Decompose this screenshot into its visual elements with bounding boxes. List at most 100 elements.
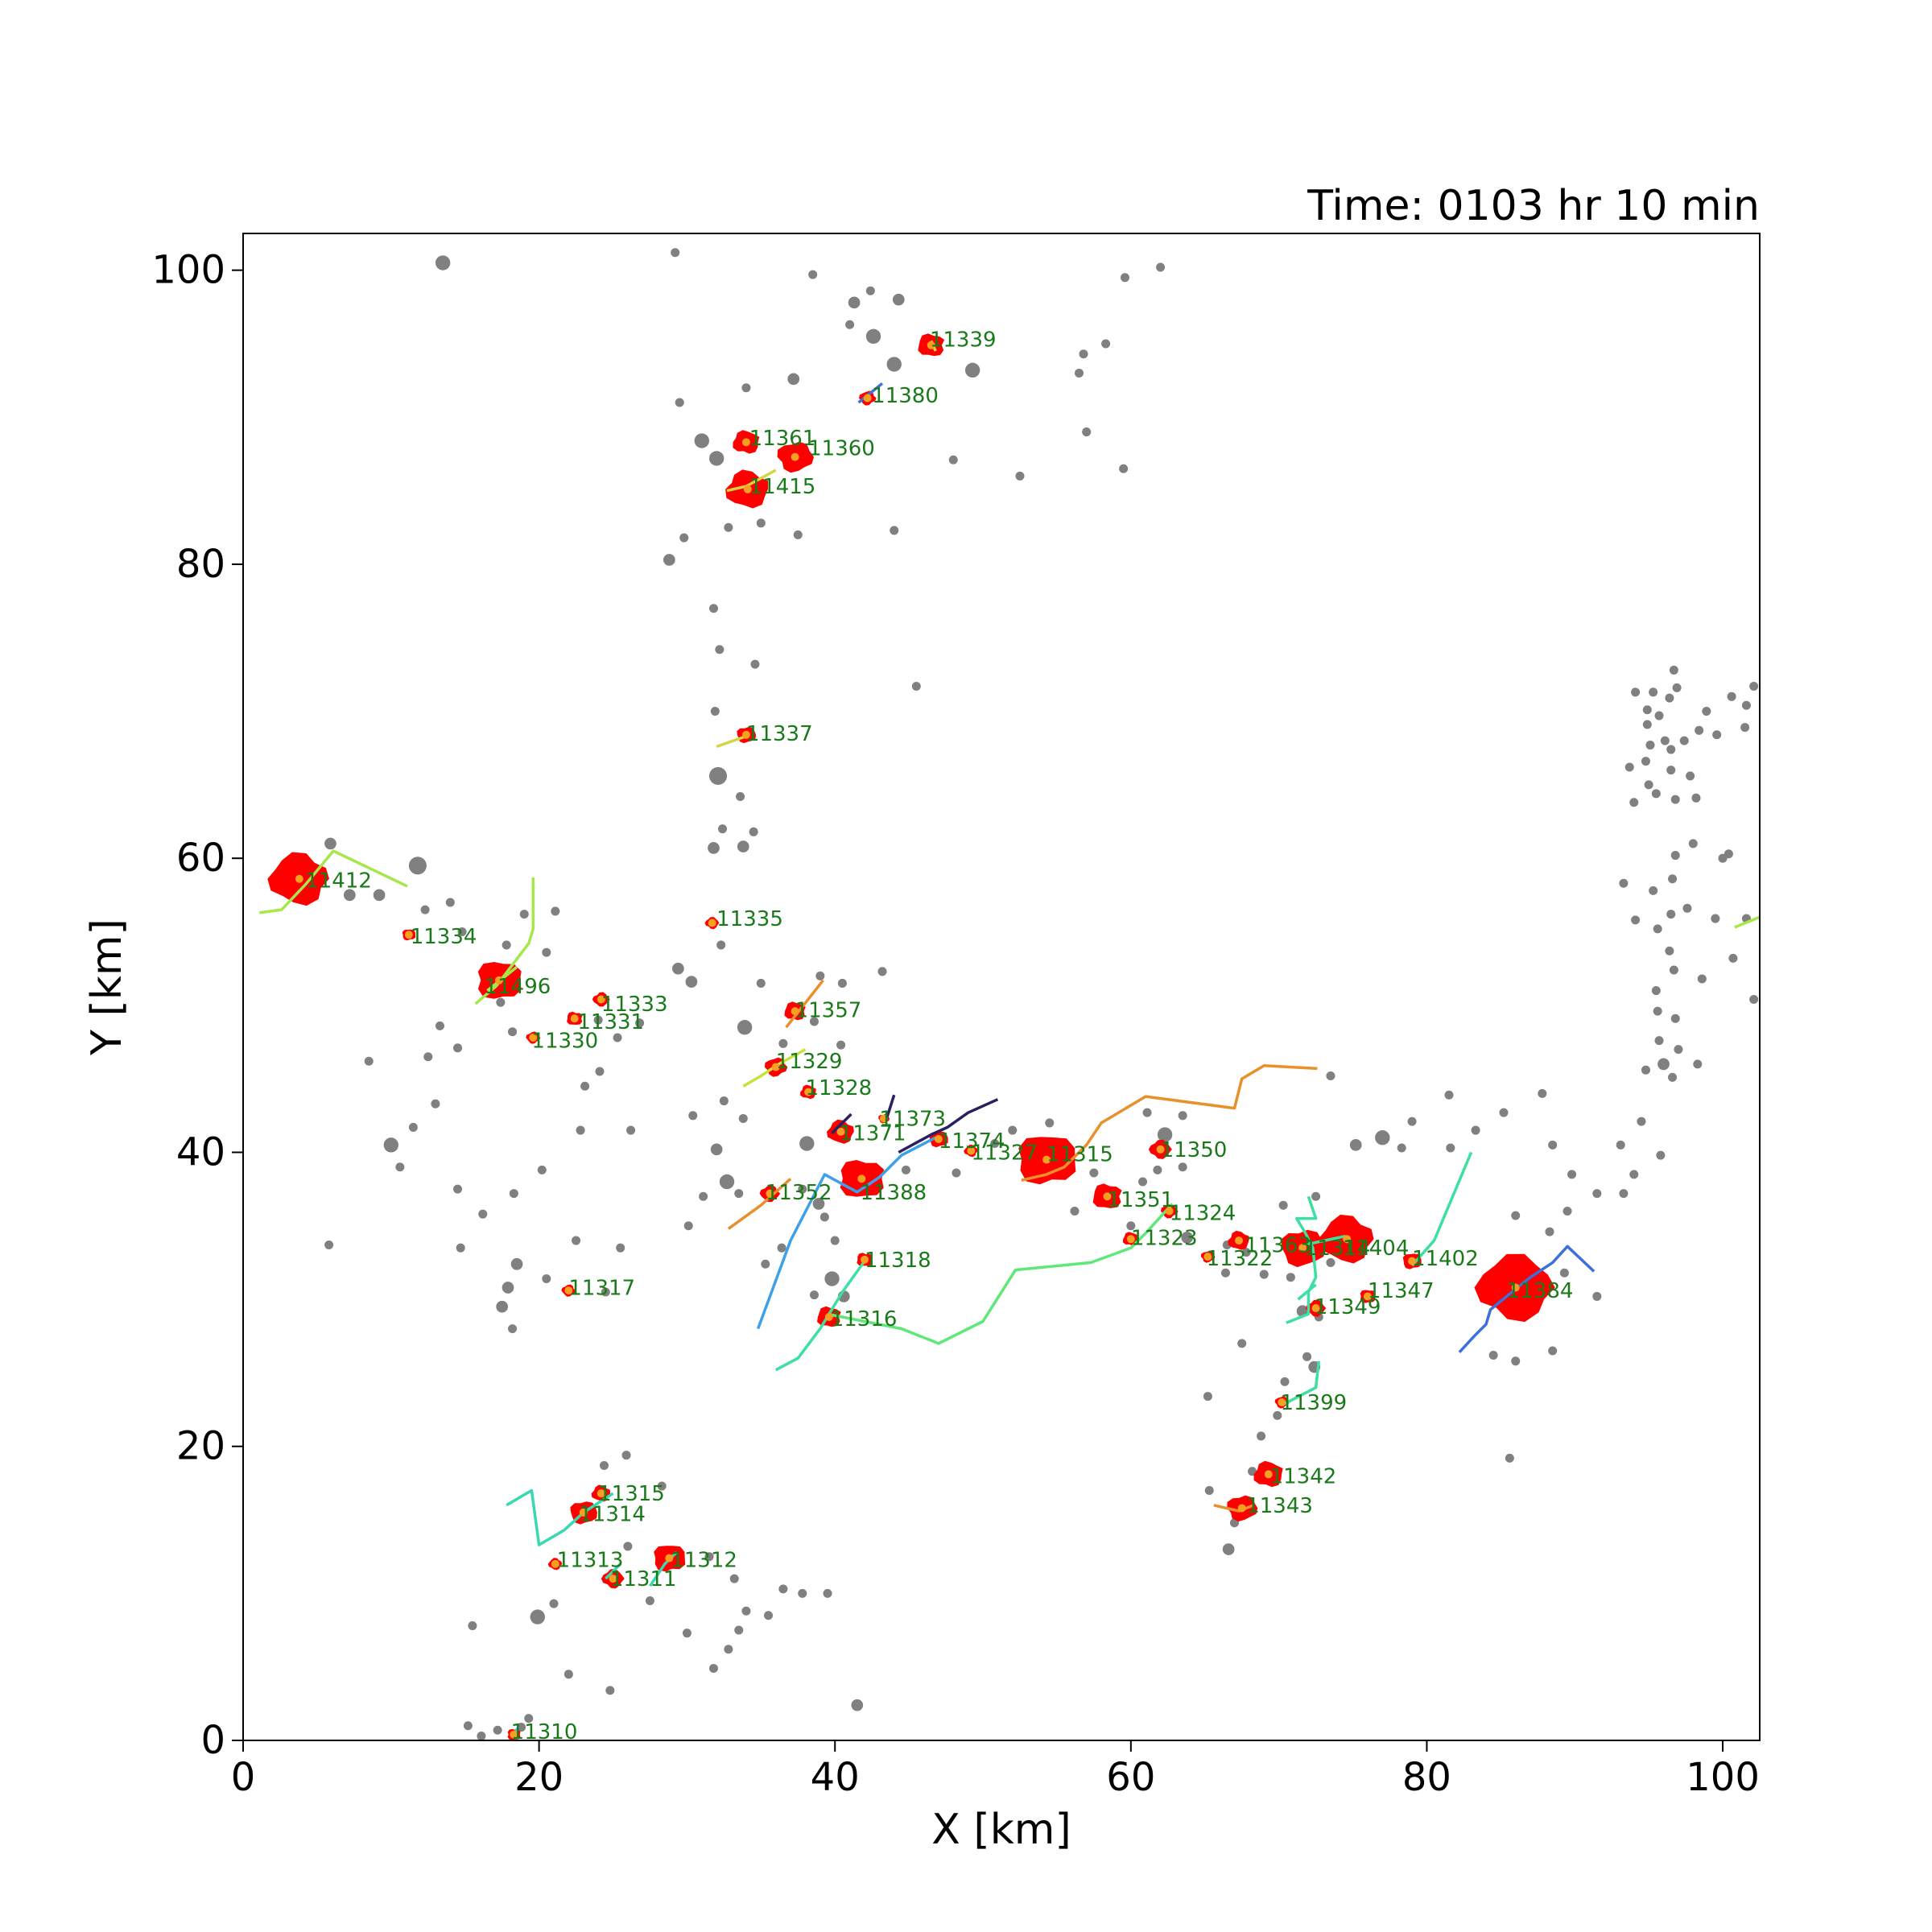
background-echo (1631, 687, 1641, 697)
cell-id-label: 11412 (305, 869, 372, 894)
background-echo (1649, 886, 1658, 895)
cell-centroid (791, 452, 799, 461)
background-echo (1079, 349, 1088, 359)
background-echo (729, 1574, 739, 1583)
cell-centroid (295, 874, 303, 883)
background-echo (1326, 1257, 1335, 1267)
background-echo (823, 1588, 832, 1598)
background-echo (1697, 974, 1707, 984)
background-echo (812, 1198, 825, 1210)
background-echo (808, 270, 818, 279)
background-echo (1669, 665, 1678, 675)
cell-id-label: 11384 (1507, 1279, 1574, 1303)
background-echo (616, 1243, 625, 1253)
background-echo (595, 1067, 605, 1076)
background-echo (1749, 681, 1759, 691)
background-echo (542, 947, 551, 957)
background-echo (1665, 693, 1674, 703)
x-tick-label: 40 (811, 1755, 860, 1800)
background-echo (1672, 683, 1682, 692)
cell-centroid (836, 1127, 845, 1136)
background-echo (1679, 736, 1689, 745)
background-echo (623, 1542, 633, 1551)
background-echo (851, 1699, 864, 1711)
background-echo (537, 1165, 547, 1174)
background-echo (1688, 839, 1698, 848)
background-echo (1666, 745, 1676, 754)
background-echo (1657, 1058, 1670, 1071)
background-echo (1749, 995, 1759, 1005)
cell-id-label: 11333 (601, 993, 668, 1017)
background-echo (1015, 471, 1025, 481)
background-echo (787, 373, 800, 386)
cell-centroid (609, 1575, 617, 1583)
cell-id-label: 11312 (671, 1548, 737, 1572)
x-tick-label: 60 (1106, 1755, 1155, 1800)
background-echo (1222, 1543, 1235, 1555)
background-echo (1631, 915, 1641, 925)
cell-centroid (597, 1489, 605, 1498)
background-echo (710, 1143, 723, 1156)
cell-id-label: 11339 (930, 328, 997, 352)
cell-id-label: 11342 (1270, 1464, 1337, 1488)
background-echo (508, 1027, 518, 1037)
background-echo (395, 1162, 405, 1172)
background-echo (865, 286, 875, 295)
background-echo (1654, 1036, 1664, 1046)
cell-id-label: 11380 (872, 384, 939, 408)
cell-id-label: 11363 (1245, 1234, 1311, 1258)
background-echo (699, 1191, 708, 1201)
cell-id-label: 11334 (411, 925, 477, 949)
background-echo (1511, 1356, 1521, 1366)
cell-track (742, 1048, 807, 1088)
background-echo (708, 766, 728, 785)
background-echo (736, 791, 745, 802)
background-echo (750, 659, 760, 669)
background-echo (431, 1099, 440, 1108)
background-echo (1089, 1168, 1099, 1178)
background-echo (1740, 723, 1750, 733)
background-echo (1326, 1071, 1335, 1081)
background-echo (1082, 427, 1092, 437)
background-echo (892, 293, 905, 306)
cell-id-label: 11352 (766, 1181, 832, 1205)
background-echo (710, 707, 720, 716)
background-echo (719, 1174, 735, 1190)
cell-centroid (791, 1007, 799, 1016)
background-echo (948, 455, 958, 464)
y-axis: 0 20 40 60 80 100 (151, 248, 243, 1763)
background-echo (734, 1189, 744, 1199)
cell-track (1303, 1234, 1346, 1247)
background-echo (704, 1552, 714, 1562)
y-tick-label: 20 (176, 1424, 225, 1469)
background-echo (549, 1599, 559, 1608)
background-echo (901, 1165, 910, 1174)
background-echo (423, 1052, 433, 1062)
cell-track (774, 1260, 866, 1372)
background-echo (1563, 1207, 1572, 1216)
cell-centroid (927, 341, 935, 349)
background-echo (1070, 1207, 1080, 1216)
background-echo (542, 1274, 551, 1284)
background-echo (952, 1168, 961, 1178)
background-echo (1286, 1273, 1295, 1282)
background-echo (1644, 780, 1653, 790)
background-echo (761, 1259, 770, 1269)
background-echo (1178, 1162, 1187, 1172)
background-echo (1407, 1117, 1417, 1126)
cell-track (716, 734, 747, 749)
background-echo (478, 1209, 488, 1219)
background-echo (613, 1033, 622, 1042)
cell-centroid (1042, 1155, 1051, 1164)
background-echo (1559, 1268, 1569, 1278)
cell-centroid (404, 931, 413, 939)
cell-centroid (1103, 1192, 1112, 1201)
background-echo (435, 1021, 444, 1030)
background-echo (508, 1324, 518, 1334)
background-echo (373, 889, 386, 902)
background-echo (477, 1732, 486, 1740)
x-tick-label: 0 (231, 1755, 256, 1800)
background-echo (1592, 1189, 1602, 1199)
cell-centroid (708, 919, 716, 927)
background-echo (1538, 1088, 1547, 1098)
